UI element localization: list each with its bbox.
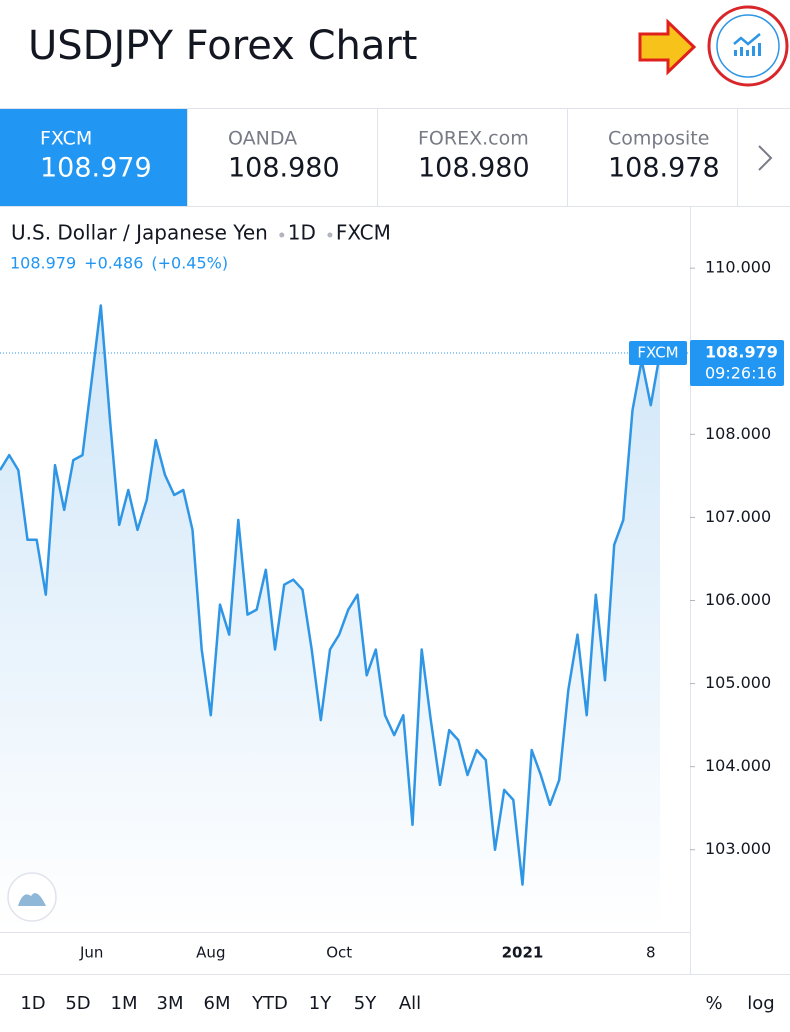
tab[interactable]: FXCM 108.979	[0, 109, 188, 206]
chart-button[interactable]	[716, 14, 780, 78]
range-button[interactable]: 1D	[20, 993, 45, 1014]
range-button[interactable]: All	[399, 993, 421, 1014]
tab-price: 108.980	[228, 153, 340, 184]
price-tag-time: 09:26:16	[705, 363, 777, 382]
area-fill	[0, 305, 660, 932]
y-tick-label: 106.000	[705, 590, 771, 609]
source-tag-label: FXCM	[637, 343, 678, 361]
range-button[interactable]: YTD	[251, 993, 288, 1014]
legend-text: 1D	[288, 221, 316, 245]
x-tick-label: Oct	[326, 944, 352, 962]
tab-name: FXCM	[40, 128, 92, 150]
price-tag	[690, 339, 784, 386]
range-button[interactable]: 3M	[157, 993, 184, 1014]
legend-text: FXCM	[336, 221, 391, 245]
tab[interactable]: Composite 108.978	[567, 109, 720, 206]
quote-last: 108.979	[10, 254, 76, 273]
y-tick-label: 104.000	[705, 756, 771, 775]
x-tick-label: Aug	[196, 944, 225, 962]
chart-button-icon	[733, 33, 761, 46]
range-button[interactable]: 6M	[204, 993, 231, 1014]
source-tag	[629, 340, 687, 365]
tab-name: FOREX.com	[418, 128, 529, 150]
x-tick-label: Jun	[79, 944, 103, 962]
tab-price: 108.980	[418, 153, 530, 184]
legend-text: U.S. Dollar / Japanese Yen	[11, 221, 268, 245]
quote-change: +0.486	[84, 254, 143, 273]
arrow-icon	[638, 18, 697, 76]
y-tick-label: 108.000	[705, 424, 771, 443]
x-tick-label: 2021	[502, 944, 544, 962]
range-button[interactable]: 1Y	[309, 993, 332, 1014]
price-tag-price: 108.979	[705, 342, 778, 361]
x-tick-label: 8	[646, 944, 656, 962]
tab-background	[0, 109, 188, 206]
y-tick-label: 103.000	[705, 839, 771, 858]
y-tick-label: 107.000	[705, 507, 771, 526]
y-tick-label: 105.000	[705, 673, 771, 692]
tab-name: Composite	[608, 128, 709, 150]
chart-button-bars	[734, 43, 761, 56]
range-button[interactable]: 5Y	[354, 993, 377, 1014]
chart: 103.000 104.000 105.000 106.000 107.000 108.0…	[0, 207, 784, 974]
scale-button[interactable]: log	[747, 993, 774, 1014]
range-button[interactable]: 1M	[111, 993, 138, 1014]
tab-price: 108.978	[608, 153, 720, 184]
legend-dot	[327, 232, 333, 238]
tab-name: OANDA	[228, 128, 297, 150]
legend-dot	[279, 232, 285, 238]
tab[interactable]: OANDA 108.980	[187, 109, 340, 206]
page-title: USDJPY Forex Chart	[28, 23, 418, 69]
next-arrow[interactable]	[758, 145, 773, 171]
scale-button[interactable]: %	[705, 993, 722, 1014]
price-line	[0, 304, 662, 886]
logo-icon	[18, 893, 46, 906]
quote-change-pct: (+0.45%)	[151, 254, 228, 273]
tab-bar: FXCM 108.979 OANDA 108.980 FOREX.com 108.980 C…	[0, 109, 773, 206]
tab-price: 108.979	[40, 153, 152, 184]
y-tick-label: 110.000	[705, 258, 771, 277]
tab[interactable]: FOREX.com 108.980	[377, 109, 530, 206]
range-button[interactable]: 5D	[65, 993, 90, 1014]
highlight-ring	[707, 5, 789, 87]
toolbar: 1D 5D 1M 3M 6M YTD 1Y 5Y All% log	[20, 993, 774, 1014]
